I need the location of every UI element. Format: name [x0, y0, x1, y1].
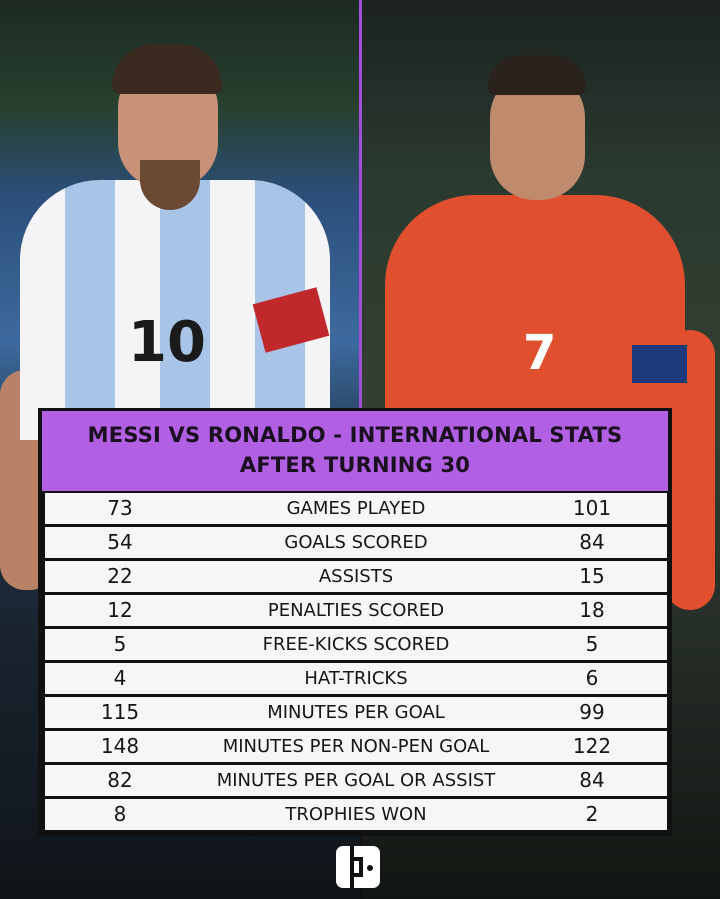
messi-value: 4: [113, 666, 127, 690]
ronaldo-jersey-number: 7: [523, 325, 557, 381]
brand-logo-icon: [334, 843, 382, 891]
stat-label: ASSISTS: [318, 566, 394, 587]
messi-value: 12: [107, 598, 133, 622]
ronaldo-value: 2: [585, 802, 599, 826]
ronaldo-value: 5: [585, 632, 599, 656]
table-row: 82 MINUTES PER GOAL OR ASSIST 84: [45, 765, 667, 796]
table-row: 4 HAT-TRICKS 6: [45, 663, 667, 694]
ronaldo-value: 84: [579, 530, 605, 554]
messi-beard: [140, 160, 200, 210]
title-line-1: MESSI VS RONALDO - INTERNATIONAL STATS: [87, 423, 623, 447]
messi-value: 73: [107, 496, 133, 520]
table-row: 54 GOALS SCORED 84: [45, 527, 667, 558]
messi-hair: [112, 44, 222, 94]
title-line-2: AFTER TURNING 30: [239, 453, 471, 477]
stat-label: GAMES PLAYED: [286, 498, 426, 519]
ronaldo-value: 99: [579, 700, 605, 724]
messi-value: 8: [113, 802, 127, 826]
stats-rows: 73 GAMES PLAYED 101 54 GOALS SCORED 84 22 ASSIS…: [45, 493, 667, 833]
table-header: MESSI VS RONALDO - INTERNATIONAL STATS A…: [42, 411, 668, 491]
stat-label: MINUTES PER NON-PEN GOAL: [222, 736, 490, 757]
table-row: 73 GAMES PLAYED 101: [45, 493, 667, 524]
table-row: 115 MINUTES PER GOAL 99: [45, 697, 667, 728]
messi-jersey-number: 10: [128, 310, 206, 375]
table-row: 5 FREE-KICKS SCORED 5: [45, 629, 667, 660]
ronaldo-value: 15: [579, 564, 605, 588]
table-row: 148 MINUTES PER NON-PEN GOAL 122: [45, 731, 667, 762]
table-row: 8 TROPHIES WON 2: [45, 799, 667, 830]
messi-value: 22: [107, 564, 133, 588]
ronaldo-hair: [488, 55, 586, 95]
photo-divider: [359, 0, 362, 410]
stat-label: HAT-TRICKS: [304, 668, 408, 689]
stat-label: MINUTES PER GOAL OR ASSIST: [216, 770, 496, 791]
stat-label: GOALS SCORED: [284, 532, 428, 553]
ronaldo-value: 84: [579, 768, 605, 792]
ronaldo-value: 122: [572, 734, 612, 758]
stat-label: PENALTIES SCORED: [267, 600, 445, 621]
messi-value: 5: [113, 632, 127, 656]
captain-armband: [632, 345, 687, 383]
messi-value: 115: [100, 700, 140, 724]
messi-value: 82: [107, 768, 133, 792]
ronaldo-value: 101: [572, 496, 612, 520]
ronaldo-value: 6: [585, 666, 599, 690]
stat-label: FREE-KICKS SCORED: [262, 634, 450, 655]
messi-value: 54: [107, 530, 133, 554]
messi-value: 148: [100, 734, 140, 758]
stats-table: MESSI VS RONALDO - INTERNATIONAL STATS A…: [38, 408, 672, 836]
stat-label: TROPHIES WON: [285, 804, 427, 825]
table-row: 12 PENALTIES SCORED 18: [45, 595, 667, 626]
table-row: 22 ASSISTS 15: [45, 561, 667, 592]
stat-label: MINUTES PER GOAL: [267, 702, 445, 723]
ronaldo-value: 18: [579, 598, 605, 622]
